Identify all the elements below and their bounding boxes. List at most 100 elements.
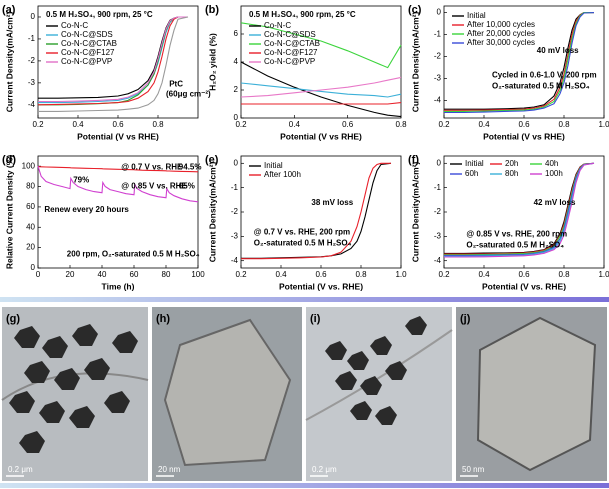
legend-label: Co-N-C@PVP [264, 57, 315, 66]
legend-label: Co-N-C [61, 21, 88, 30]
x-axis-label: Time (h) [102, 281, 135, 291]
annotation: 65% [179, 181, 195, 190]
panel: 0.2 0.4 0.6 0.8 0 2 4 6 Potential (V vs RHE) H₂O₂… [205, 4, 407, 141]
y-tick-label: 80 [26, 182, 35, 191]
y-tick-label: -4 [28, 100, 36, 109]
annotation: @ 0.85 V vs. RHE, 200 rpm [466, 230, 567, 239]
x-tick-label: 0.2 [235, 270, 247, 279]
series-line [37, 166, 199, 203]
legend-label: Initial [467, 11, 486, 20]
panel: 0.2 0.4 0.6 0.8 1.0 -4 -3 -2 -1 0 Potential (V vs.… [205, 154, 407, 291]
x-tick-label: 0.4 [289, 120, 301, 129]
x-tick-label: 1.0 [395, 270, 407, 279]
y-axis-label: Current Density(mA/cm²) [207, 162, 217, 263]
legend-label: After 20,000 cycles [467, 29, 535, 38]
panel: 0.2 0.4 0.6 0.8 1.0 -4 -3 -2 -1 0 Potential (V vs.… [408, 154, 609, 291]
y-axis-label: Current Density(mA/cm²) [410, 12, 420, 113]
annotation: Renew every 20 hours [44, 205, 129, 214]
legend-label: Initial [264, 161, 283, 170]
y-tick-label: -1 [434, 30, 442, 39]
image-label: (j) [460, 313, 471, 325]
series-line [444, 12, 594, 112]
x-tick-label: 0.8 [355, 270, 367, 279]
y-tick-label: 40 [26, 222, 35, 231]
panel-label: (c) [408, 4, 422, 16]
x-axis-label: Potential (V vs RHE) [280, 131, 362, 141]
x-tick-label: 0.6 [112, 120, 124, 129]
panel: 0 20 40 60 80 100 0 20 40 60 80 100 Time (h) Relative… [2, 154, 205, 291]
divider-bar [0, 297, 609, 302]
legend-label: 40h [545, 159, 558, 168]
panel: 0.2 0.4 0.6 0.8 1.0 -4 -3 -2 -1 0 Potential (V vs … [408, 4, 609, 141]
image-label: (i) [310, 313, 321, 325]
panel-label: (d) [2, 154, 16, 166]
y-tick-label: 4 [234, 57, 239, 66]
y-axis-label: H₂O₂ yield (%) [207, 33, 217, 91]
annotation: @ 0.85 V vs. RHE [121, 181, 187, 190]
y-tick-label: -2 [434, 207, 442, 216]
x-tick-label: 0.6 [342, 120, 354, 129]
y-tick-label: -2 [28, 56, 36, 65]
x-tick-label: 80 [162, 270, 171, 279]
x-tick-label: 0.8 [558, 270, 570, 279]
annotation: (60μg cm⁻²) [166, 90, 211, 99]
annotation: 38 mV loss [311, 198, 353, 207]
legend-label: Co-N-C@PVP [61, 57, 112, 66]
legend-label: Co-N-C@F127 [61, 48, 115, 57]
annotation: @ 0.7 V vs. RHE, 200 rpm [254, 227, 350, 236]
y-tick-label: -3 [434, 231, 442, 240]
x-axis-label: Potential (V vs RHE) [77, 131, 159, 141]
y-tick-label: 0 [234, 158, 239, 167]
series-line [240, 82, 402, 98]
annotation: 94.5% [179, 162, 202, 171]
series-line [240, 76, 402, 98]
chart-title: 0.5 M H₂SO₄, 900 rpm, 25 °C [249, 10, 356, 19]
y-tick-label: -3 [28, 78, 36, 87]
y-tick-label: 0 [437, 8, 442, 17]
series-line [444, 162, 595, 258]
y-tick-label: 0 [31, 12, 36, 21]
legend-label: 60h [465, 169, 478, 178]
y-tick-label: -3 [231, 231, 239, 240]
x-axis-label: Potential (V vs. RHE) [482, 281, 566, 291]
x-tick-label: 0.8 [152, 120, 164, 129]
y-tick-label: -4 [434, 96, 442, 105]
scale-label: 0.2 μm [312, 465, 337, 474]
y-tick-label: 0 [234, 113, 239, 122]
panel-label: (e) [205, 154, 219, 166]
annotation: @ 0.7 V vs. RHE [121, 162, 183, 171]
annotation: 40 mV loss [537, 46, 579, 55]
series-line [444, 12, 595, 114]
annotation: PtC [169, 80, 183, 89]
x-tick-label: 20 [66, 270, 75, 279]
panel-label: (b) [205, 4, 219, 16]
y-tick-label: 100 [22, 161, 36, 170]
y-tick-label: 0 [31, 263, 36, 272]
y-tick-label: 6 [234, 29, 239, 38]
annotation: 79% [73, 176, 89, 185]
plot-frame [37, 155, 199, 269]
x-tick-label: 0.2 [438, 270, 450, 279]
series-line [241, 102, 402, 105]
series-line [444, 12, 594, 110]
y-tick-label: -1 [231, 183, 239, 192]
legend-label: 20h [505, 159, 518, 168]
x-tick-label: 0.8 [558, 120, 570, 129]
legend-label: Co-N-C@SDS [61, 30, 113, 39]
legend-label: 80h [505, 169, 518, 178]
annotation: Cycled in 0.6-1.0 V, 200 rpm [492, 71, 597, 80]
scale-label: 0.2 μm [8, 465, 33, 474]
chart-title: 0.5 M H₂SO₄, 900 rpm, 25 °C [46, 10, 153, 19]
legend-label: Co-N-C@SDS [264, 30, 316, 39]
series-line [444, 12, 594, 111]
annotation: O₂-saturated 0.5 M H₂SO₄ [254, 238, 352, 247]
series-line [240, 22, 402, 69]
panel-label: (f) [408, 154, 419, 166]
x-tick-label: 0.4 [478, 270, 490, 279]
tem-image-h [152, 307, 302, 481]
series-line [241, 162, 391, 260]
legend-label: 100h [545, 169, 563, 178]
annotation: O₂-saturated 0.5 M H₂SO₄ [492, 82, 590, 91]
series-line [240, 61, 402, 118]
y-tick-label: -4 [231, 256, 239, 265]
